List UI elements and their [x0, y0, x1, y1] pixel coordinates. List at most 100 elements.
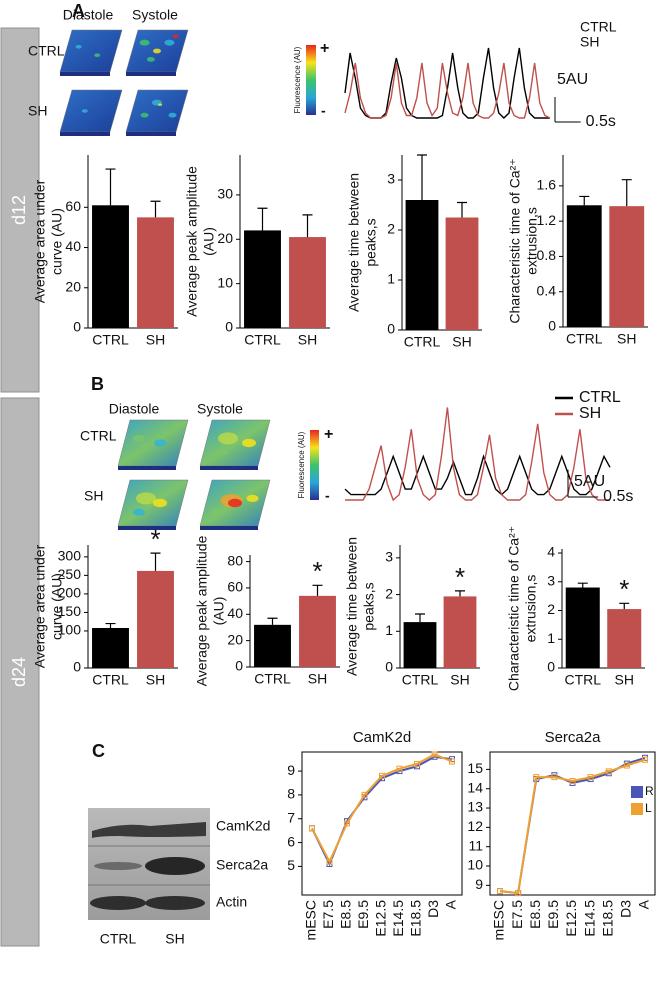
trace-line [344, 47, 550, 119]
heatmap-column-label: Systole [132, 7, 178, 23]
series-marker [551, 774, 558, 781]
error-bar [417, 154, 427, 200]
error-bar [257, 207, 268, 231]
y-axis-label: Average time betweenpeaks,s [343, 537, 376, 676]
bar [299, 595, 336, 667]
y-tick-label: 2 [387, 221, 395, 237]
heatmap-blob [172, 34, 179, 39]
blot-band [145, 896, 205, 910]
heatmap-blob [153, 48, 161, 54]
x-tick-label: SH [146, 332, 165, 348]
bar [92, 627, 129, 668]
heatmap-blob [164, 39, 175, 46]
y-axis-label: Average peak amplitude(AU) [193, 535, 226, 686]
bar [609, 206, 645, 327]
colorbar [310, 430, 319, 500]
y-tick-label: 40 [227, 605, 243, 621]
y-tick-label: 9 [287, 762, 295, 778]
legend-label: CTRL [579, 389, 621, 406]
error-bar [150, 200, 161, 218]
heatmap [199, 479, 271, 530]
section-label: d12 [9, 195, 29, 225]
heatmap [199, 419, 271, 470]
heatmap-blob [242, 438, 256, 448]
heatmap [117, 419, 189, 470]
bar [445, 217, 479, 330]
legend-swatch [631, 803, 643, 815]
bar [403, 622, 437, 668]
legend-label: SH [579, 405, 601, 422]
y-tick-label: 20 [65, 278, 81, 294]
y-axis-label: Characteristic time of Ca²⁺extrusion,s [506, 158, 539, 323]
x-tick-label: SH [452, 334, 471, 350]
section-bar [0, 397, 40, 947]
y-axis-label-line: Characteristic time of Ca²⁺ [506, 158, 522, 323]
series-line [499, 758, 646, 895]
y-tick-label: 2 [385, 585, 393, 601]
colorbar-max: + [324, 426, 333, 443]
x-tick-label: E12.5 [373, 900, 389, 937]
significance-marker: * [312, 556, 322, 586]
heatmap-surface [59, 89, 123, 133]
colorbar-min: - [321, 103, 326, 119]
y-tick-label: 15 [467, 760, 483, 776]
heatmap-blob [228, 498, 242, 508]
blot [88, 808, 210, 920]
y-tick-label: 3 [547, 572, 555, 588]
series-marker [309, 825, 315, 832]
chart-title: Serca2a [545, 729, 602, 746]
series-marker [587, 774, 594, 781]
error-bar [105, 622, 116, 628]
x-tick-label: E14.5 [581, 900, 597, 937]
error-bar [415, 613, 425, 623]
y-tick-label: 10 [217, 274, 233, 290]
x-tick-label: E18.5 [599, 900, 615, 937]
y-tick-label: 20 [227, 631, 243, 647]
x-tick-label: SH [298, 332, 317, 348]
heatmap [125, 89, 189, 136]
x-tick-label: E14.5 [390, 900, 406, 937]
x-tick-label: E8.5 [527, 900, 543, 929]
colorbar-title: Fluorescence (AU) [293, 46, 302, 113]
heatmap-blob [246, 494, 259, 502]
x-tick-label: CTRL [402, 672, 439, 688]
y-tick-label: 2 [547, 601, 555, 617]
x-tick-label: A [443, 899, 459, 909]
y-tick-label: 14 [467, 779, 483, 795]
error-bar [455, 590, 465, 597]
x-tick-label: CTRL [404, 334, 441, 350]
x-tick-label: E9.5 [545, 900, 561, 929]
y-tick-label: 10 [467, 857, 483, 873]
x-tick-label: E7.5 [320, 900, 336, 929]
series-marker [449, 758, 455, 765]
series-marker [605, 768, 612, 775]
series-marker [569, 777, 576, 784]
y-tick-label: 1 [547, 630, 555, 646]
panel-label: B [91, 374, 104, 394]
blot-band [145, 857, 205, 875]
series-marker [361, 791, 368, 798]
heatmap-side [60, 132, 110, 136]
bar [244, 230, 281, 328]
y-tick-label: 0 [235, 658, 243, 674]
y-axis-label-line: Average area under [31, 179, 47, 303]
bar [565, 587, 600, 668]
y-tick-label: 3 [385, 549, 393, 565]
y-tick-label: 11 [468, 837, 483, 853]
blot-lane-label: CTRL [100, 931, 137, 947]
error-bar [619, 602, 630, 610]
heatmap [117, 479, 189, 530]
scale-bar-label: 5AU [574, 473, 605, 490]
y-axis-label: Average area undercurve (AU) [31, 179, 64, 303]
heatmap-column-label: Diastole [63, 7, 114, 23]
blot-band [92, 822, 206, 838]
y-tick-label: 1 [385, 622, 393, 638]
x-tick-label: SH [615, 672, 634, 688]
y-axis-label-line: peaks,s [362, 218, 378, 266]
x-tick-label: E18.5 [408, 900, 424, 937]
y-axis-label-line: Average peak amplitude [193, 535, 209, 686]
y-tick-label: 4 [547, 544, 555, 560]
x-tick-label: A [636, 899, 652, 909]
heatmap-row-label: CTRL [80, 428, 117, 444]
y-tick-label: 0 [225, 319, 233, 335]
